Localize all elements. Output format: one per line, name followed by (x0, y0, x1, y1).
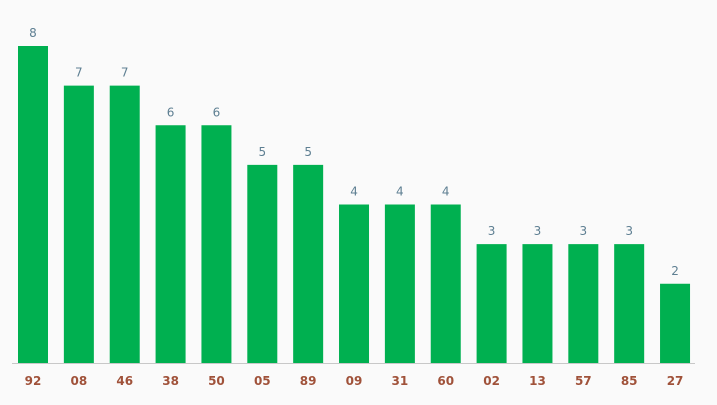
data-label: 3 (625, 224, 633, 238)
bar (109, 85, 140, 363)
bar (247, 164, 278, 363)
x-tick-label: 89 (300, 374, 317, 388)
x-tick-label: 50 (208, 374, 225, 388)
data-label: 5 (304, 145, 312, 159)
data-label: 7 (121, 66, 129, 80)
data-label: 5 (258, 145, 266, 159)
data-label: 4 (396, 185, 404, 199)
bar (201, 125, 232, 363)
data-label: 4 (442, 185, 450, 199)
data-label: 3 (534, 224, 542, 238)
data-label: 6 (213, 105, 221, 119)
bar (18, 46, 48, 363)
data-label: 4 (350, 185, 358, 199)
x-tick-label: 27 (667, 374, 684, 388)
bar (614, 244, 645, 363)
bar (660, 283, 691, 363)
x-tick-label: 09 (346, 374, 363, 388)
data-label: 2 (671, 264, 679, 278)
data-label: 3 (579, 224, 587, 238)
x-tick-label: 92 (25, 374, 42, 388)
x-tick-label: 85 (621, 374, 638, 388)
x-tick-label: 02 (483, 374, 500, 388)
data-label: 3 (488, 224, 496, 238)
bar (430, 204, 461, 363)
bar (293, 164, 324, 363)
bar (522, 244, 553, 363)
x-tick-label: 38 (162, 374, 179, 388)
bar (155, 125, 186, 363)
x-tick-label: 57 (575, 374, 592, 388)
bar (384, 204, 415, 363)
bar (476, 244, 507, 363)
x-tick-label: 13 (529, 374, 546, 388)
data-label: 7 (75, 66, 83, 80)
x-tick-label: 31 (392, 374, 409, 388)
x-tick-label: 05 (254, 374, 271, 388)
x-tick-label: 60 (437, 374, 454, 388)
bar (339, 204, 370, 363)
data-label: 8 (29, 26, 37, 40)
x-tick-label: 46 (116, 374, 133, 388)
bar (63, 85, 94, 363)
data-label: 6 (167, 105, 175, 119)
bar (568, 244, 599, 363)
x-tick-label: 08 (71, 374, 88, 388)
